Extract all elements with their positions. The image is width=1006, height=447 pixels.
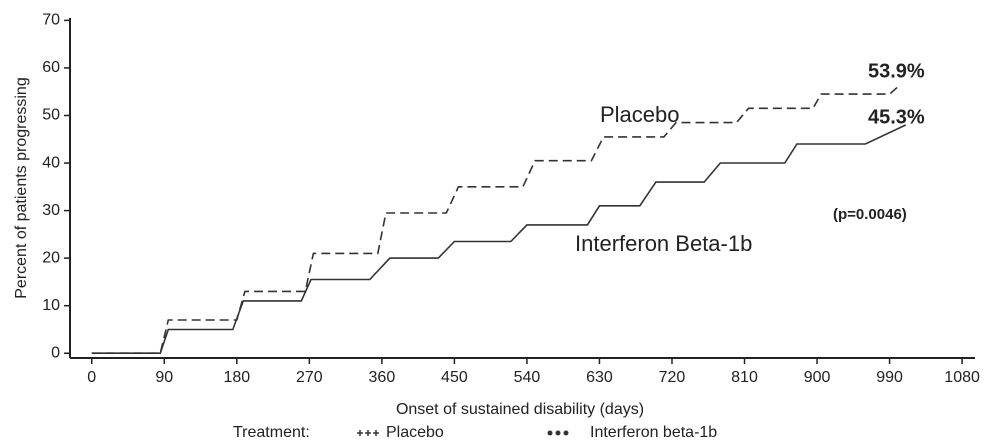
x-tick-label: 540 <box>514 369 541 386</box>
legend-title: Treatment: <box>233 424 310 441</box>
y-tick-label: 70 <box>42 12 60 29</box>
y-tick-label: 60 <box>42 59 60 76</box>
series-line <box>91 124 907 355</box>
x-tick-label: 990 <box>876 369 903 386</box>
legend-marker <box>563 430 569 436</box>
annotation: Interferon Beta-1b <box>575 231 752 256</box>
annotation: (p=0.0046) <box>833 206 907 223</box>
x-tick-label: 900 <box>804 369 831 386</box>
x-tick-label: 270 <box>296 369 323 386</box>
y-tick-label: 20 <box>42 249 60 266</box>
legend-marker <box>357 430 363 436</box>
x-axis-label: Onset of sustained disability (days) <box>396 401 644 418</box>
y-tick-label: 50 <box>42 107 60 124</box>
x-tick-label: 0 <box>87 369 96 386</box>
series-line <box>91 86 899 355</box>
x-tick-label: 450 <box>441 369 468 386</box>
y-tick-label: 30 <box>42 202 60 219</box>
legend-marker <box>547 430 553 436</box>
y-axis-label: Percent of patients progressing <box>13 77 30 298</box>
y-tick-label: 0 <box>51 344 60 361</box>
y-tick-label: 40 <box>42 154 60 171</box>
annotation: 45.3% <box>868 106 925 128</box>
x-tick-label: 630 <box>586 369 613 386</box>
legend-label: Interferon beta-1b <box>590 424 717 441</box>
x-tick-label: 720 <box>659 369 686 386</box>
legend-marker <box>555 430 561 436</box>
y-tick-label: 10 <box>42 297 60 314</box>
legend-marker <box>365 430 371 436</box>
x-tick-label: 90 <box>155 369 173 386</box>
x-tick-label: 360 <box>369 369 396 386</box>
annotation: Placebo <box>600 102 680 127</box>
x-tick-label: 180 <box>223 369 250 386</box>
annotation: 53.9% <box>868 60 925 82</box>
legend-marker <box>373 430 379 436</box>
legend-label: Placebo <box>386 424 444 441</box>
x-tick-label: 1080 <box>944 369 980 386</box>
x-tick-label: 810 <box>731 369 758 386</box>
